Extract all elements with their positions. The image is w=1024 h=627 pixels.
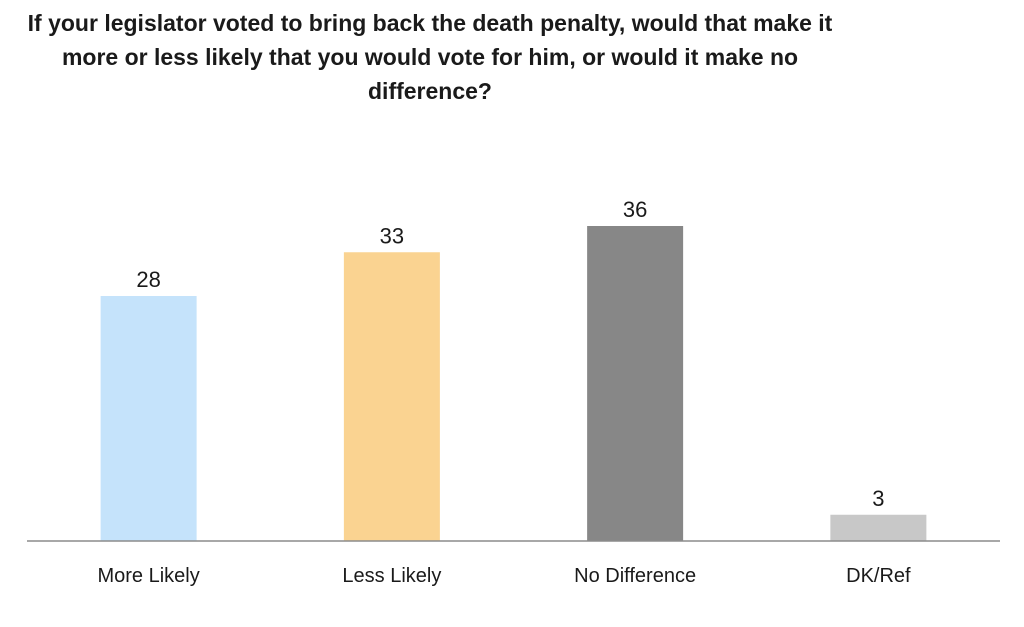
x-tick-label: More Likely [97,565,199,587]
chart-title: If your legislator voted to bring back t… [27,10,833,104]
bar-more-likely [100,296,197,541]
x-tick-label: Less Likely [342,565,441,587]
x-tick-label: DK/Ref [846,565,911,587]
bar-dk-ref [830,514,927,541]
data-label: 33 [380,223,404,248]
bar-less-likely [343,252,440,541]
data-label: 28 [136,267,160,292]
data-label: 36 [623,197,647,222]
labels-layer: 28 More Likely 33 Less Likely 36 No Differenc… [97,197,911,587]
x-tick-label: No Difference [574,565,696,587]
data-label: 3 [872,486,884,511]
bar-no-difference [587,226,684,541]
bars-layer [100,226,927,541]
